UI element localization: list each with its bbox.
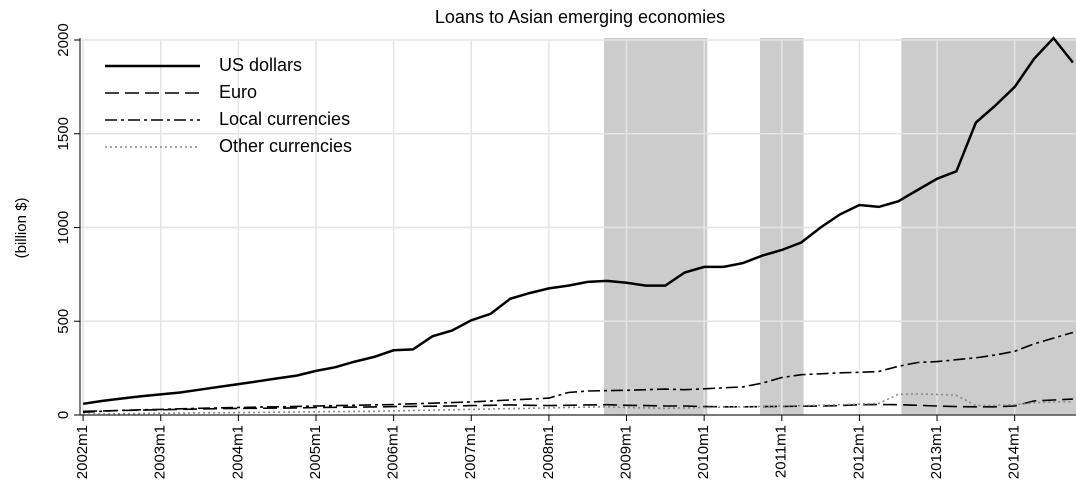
legend-label: Other currencies xyxy=(219,136,352,156)
y-axis-label: (billion $) xyxy=(13,198,30,259)
y-tick-label: 1500 xyxy=(55,117,72,150)
x-tick-label: 2012m1 xyxy=(850,425,867,479)
y-tick-label: 2000 xyxy=(55,23,72,56)
chart-title: Loans to Asian emerging economies xyxy=(435,7,725,27)
x-tick-label: 2008m1 xyxy=(540,425,557,479)
x-tick-label: 2006m1 xyxy=(385,425,402,479)
x-tick-label: 2005m1 xyxy=(307,425,324,479)
shaded-period xyxy=(604,38,708,415)
y-tick-label: 0 xyxy=(55,411,72,419)
x-tick-label: 2004m1 xyxy=(229,425,246,479)
x-tick-label: 2009m1 xyxy=(617,425,634,479)
x-tick-label: 2014m1 xyxy=(1006,425,1023,479)
series-line xyxy=(83,398,1073,413)
y-tick-label: 1000 xyxy=(55,211,72,244)
legend-label: Local currencies xyxy=(219,109,350,129)
x-tick-label: 2013m1 xyxy=(928,425,945,479)
legend-label: US dollars xyxy=(219,55,302,75)
series-line xyxy=(83,393,1073,415)
x-tick-label: 2002m1 xyxy=(74,425,91,479)
x-tick-label: 2003m1 xyxy=(152,425,169,479)
y-tick-label: 500 xyxy=(55,309,72,334)
series-line xyxy=(83,331,1074,413)
x-tick-label: 2010m1 xyxy=(695,425,712,479)
shaded-period xyxy=(901,38,1076,415)
x-tick-label: 2011m1 xyxy=(773,425,790,478)
x-tick-label: 2007m1 xyxy=(462,425,479,479)
legend-label: Euro xyxy=(219,82,257,102)
series-line xyxy=(82,36,1074,406)
